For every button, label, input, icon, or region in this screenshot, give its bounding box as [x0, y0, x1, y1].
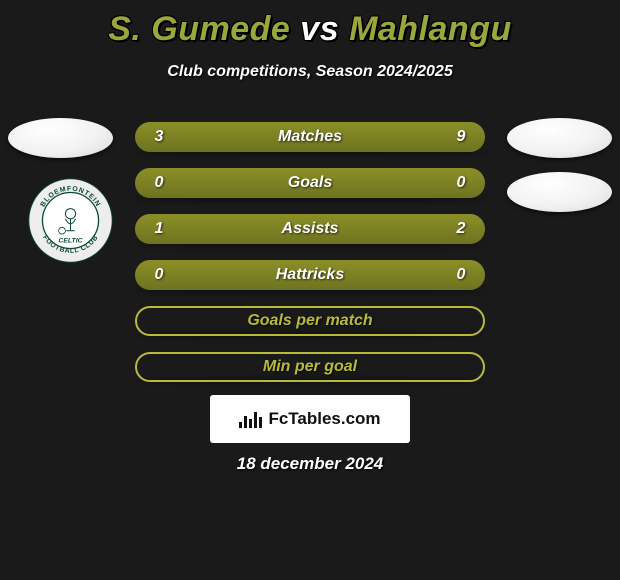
stat-value-left: 0: [141, 260, 177, 290]
stat-row: 0 Goals 0: [135, 168, 485, 198]
vs-text: vs: [300, 10, 339, 48]
stat-value-right: 0: [443, 260, 479, 290]
stat-label: Goals: [288, 174, 332, 192]
stat-label: Matches: [278, 128, 342, 146]
brand-text: FcTables.com: [268, 409, 380, 429]
stat-label: Assists: [282, 220, 339, 238]
player2-club-badge: [507, 172, 612, 212]
stat-row: 1 Assists 2: [135, 214, 485, 244]
brand-badge: FcTables.com: [210, 395, 410, 443]
stat-value-left: 0: [141, 168, 177, 198]
stat-value-right: 2: [443, 214, 479, 244]
stat-value-right: 9: [443, 122, 479, 152]
stat-label: Hattricks: [276, 266, 344, 284]
player1-avatar: [8, 118, 113, 158]
stats-table: 3 Matches 9 0 Goals 0 1 Assists 2 0 Hattricks 0 Goal…: [135, 122, 485, 398]
stat-value-right: 0: [443, 168, 479, 198]
stat-row: Goals per match: [135, 306, 485, 336]
player1-club-badge: BLOEMFONTEIN FOOTBALL CLUB CELTIC: [28, 178, 113, 263]
player2-name: Mahlangu: [349, 10, 512, 48]
player2-avatar: [507, 118, 612, 158]
player1-name: S. Gumede: [108, 10, 290, 48]
brand-icon: [239, 410, 262, 428]
stat-row: 0 Hattricks 0: [135, 260, 485, 290]
stat-label: Goals per match: [247, 312, 372, 330]
badge-center-text: CELTIC: [58, 238, 82, 245]
stat-value-left: 3: [141, 122, 177, 152]
stat-value-left: 1: [141, 214, 177, 244]
stat-row: 3 Matches 9: [135, 122, 485, 152]
subtitle: Club competitions, Season 2024/2025: [0, 63, 620, 81]
stat-row: Min per goal: [135, 352, 485, 382]
stat-label: Min per goal: [263, 358, 357, 376]
page-title: S. Gumede vs Mahlangu: [0, 0, 620, 49]
date-text: 18 december 2024: [0, 454, 620, 474]
